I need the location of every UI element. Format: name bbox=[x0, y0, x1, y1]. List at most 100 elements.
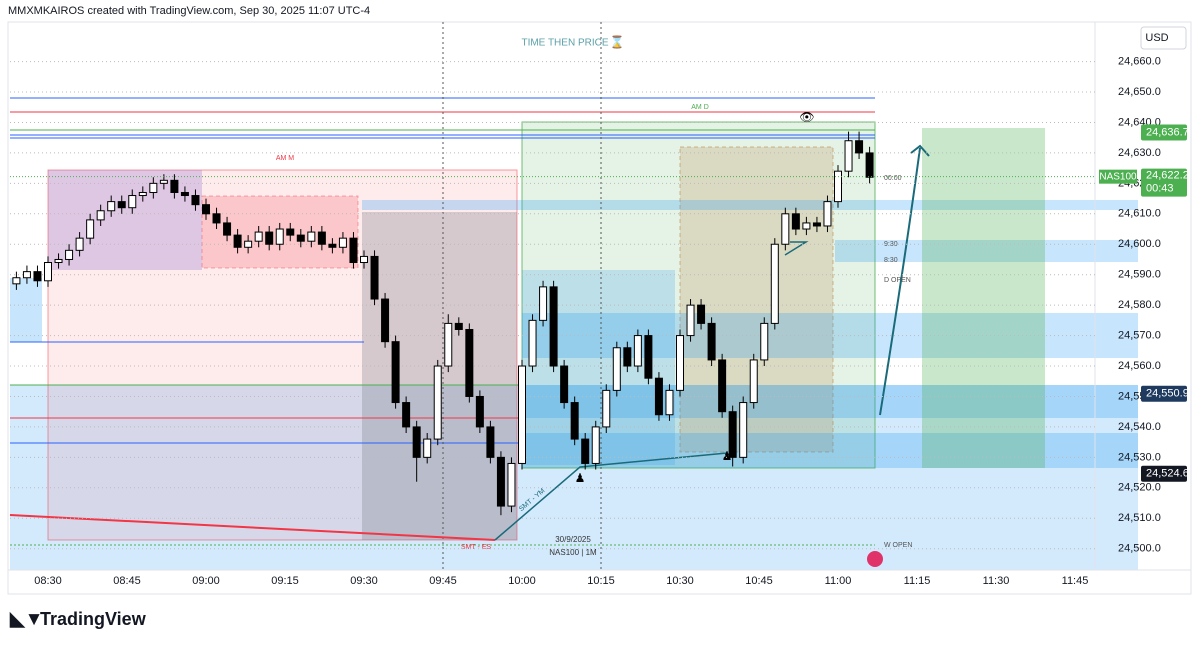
candle-body bbox=[360, 255, 368, 264]
alert-icon[interactable] bbox=[867, 551, 883, 567]
y-tick-label: 24,600.0 bbox=[1118, 238, 1161, 250]
candle-body bbox=[12, 277, 21, 285]
x-tick-label: 09:30 bbox=[350, 575, 378, 587]
candle-body bbox=[433, 365, 442, 440]
candle-body bbox=[254, 231, 263, 242]
price-badge bbox=[1141, 124, 1187, 141]
candle-body bbox=[486, 426, 495, 458]
candle-body bbox=[286, 228, 295, 236]
currency[interactable]: USD bbox=[1145, 32, 1168, 44]
candle-body bbox=[128, 195, 137, 209]
currency-button[interactable] bbox=[1140, 26, 1187, 50]
candle-body bbox=[834, 170, 842, 203]
icon: 👁 bbox=[799, 110, 814, 124]
candle-body bbox=[317, 231, 326, 245]
zone bbox=[835, 240, 1138, 262]
y-tick-label: 24,510.0 bbox=[1118, 512, 1161, 524]
candle-body bbox=[138, 191, 147, 197]
candle-body bbox=[33, 271, 42, 282]
annotation: TIME THEN PRICE bbox=[521, 38, 608, 49]
candle-body bbox=[644, 335, 653, 379]
annotation: NAS100 | 1M bbox=[549, 548, 597, 557]
x-tick-label: 10:00 bbox=[508, 575, 536, 587]
candle-body bbox=[86, 219, 95, 239]
drawing bbox=[784, 241, 809, 256]
y-tick-label: 24,560.0 bbox=[1118, 360, 1161, 372]
x-tick-label: 09:45 bbox=[429, 575, 457, 587]
projection bbox=[922, 128, 1045, 468]
candle-body bbox=[496, 456, 505, 507]
y-tick-label: 24,520.0 bbox=[1118, 482, 1161, 494]
x-tick-label: 08:30 bbox=[34, 575, 62, 587]
candle-body bbox=[349, 237, 358, 264]
candle-body bbox=[180, 191, 189, 197]
candle-body bbox=[581, 438, 590, 464]
candle-body bbox=[328, 243, 337, 248]
candle-body bbox=[707, 322, 716, 361]
candle-body bbox=[823, 201, 832, 227]
y-tick-label: 24,630.0 bbox=[1118, 147, 1161, 159]
candle-body bbox=[665, 389, 674, 416]
candle-body bbox=[728, 411, 737, 458]
candle-body bbox=[612, 347, 621, 391]
countdown: 00:43 bbox=[1146, 183, 1174, 195]
y-tick-label: 24,650.0 bbox=[1118, 86, 1161, 98]
icon: ⌛ bbox=[610, 35, 625, 49]
candle-body bbox=[65, 249, 74, 260]
symbol-badge bbox=[1099, 169, 1137, 184]
candle-body bbox=[739, 402, 748, 458]
price-badge-label: 24,636.7 bbox=[1146, 126, 1189, 138]
candle-body bbox=[22, 271, 31, 279]
candle-body bbox=[244, 240, 253, 248]
x-tick-label: 11:00 bbox=[825, 575, 852, 587]
x-tick-label: 11:45 bbox=[1062, 575, 1089, 587]
candle-body bbox=[718, 359, 727, 413]
x-tick-label: 09:00 bbox=[192, 575, 220, 587]
candle-body bbox=[233, 234, 242, 248]
annotation: SMT - ES bbox=[461, 544, 492, 551]
price-badge bbox=[1141, 385, 1187, 402]
candle-body bbox=[465, 328, 474, 397]
annotation: D OPEN bbox=[884, 277, 911, 284]
candle-body bbox=[844, 140, 853, 172]
price-badge-label: 24,550.9 bbox=[1146, 388, 1189, 400]
last-price-label: 24,622.2 bbox=[1146, 170, 1189, 182]
annotation: 30/9/2025 bbox=[555, 535, 591, 544]
candle-body bbox=[96, 210, 105, 221]
y-tick-label: 24,590.0 bbox=[1118, 269, 1161, 281]
brand: TradingView bbox=[40, 609, 147, 629]
candle-body bbox=[170, 179, 179, 193]
candle-body bbox=[307, 231, 316, 242]
price-badge bbox=[1141, 465, 1187, 482]
x-tick-label: 08:45 bbox=[113, 575, 141, 587]
candle-body bbox=[107, 201, 116, 212]
candle-body bbox=[202, 204, 210, 215]
chart-title: MMXMKAIROS created with TradingView.com,… bbox=[8, 5, 370, 17]
zone bbox=[521, 121, 876, 469]
y-tick-label: 24,660.0 bbox=[1118, 55, 1161, 67]
candle-body bbox=[749, 359, 758, 404]
y-tick-label: 24,580.0 bbox=[1118, 299, 1161, 311]
candle-body bbox=[770, 243, 779, 324]
candle-body bbox=[444, 322, 453, 367]
smt-line bbox=[9, 514, 496, 541]
y-tick-label: 24,500.0 bbox=[1118, 543, 1161, 555]
x-tick-label: 10:15 bbox=[587, 575, 615, 587]
candle-body bbox=[570, 402, 579, 440]
candle-body bbox=[265, 231, 274, 245]
candle-body bbox=[296, 234, 305, 242]
annotation: 00:00 bbox=[884, 175, 902, 182]
y-tick-label: 24,610.0 bbox=[1118, 208, 1161, 220]
candle-body bbox=[697, 304, 706, 324]
candle-body bbox=[654, 377, 663, 416]
candle-body bbox=[602, 389, 611, 428]
annotation: AM M bbox=[276, 155, 294, 162]
zone bbox=[10, 278, 42, 342]
candle-body bbox=[539, 286, 548, 321]
candle-body bbox=[370, 255, 379, 300]
candle-body bbox=[475, 395, 484, 428]
candle-body bbox=[149, 182, 158, 193]
chart-frame bbox=[7, 21, 1192, 595]
candle-body bbox=[549, 286, 558, 367]
